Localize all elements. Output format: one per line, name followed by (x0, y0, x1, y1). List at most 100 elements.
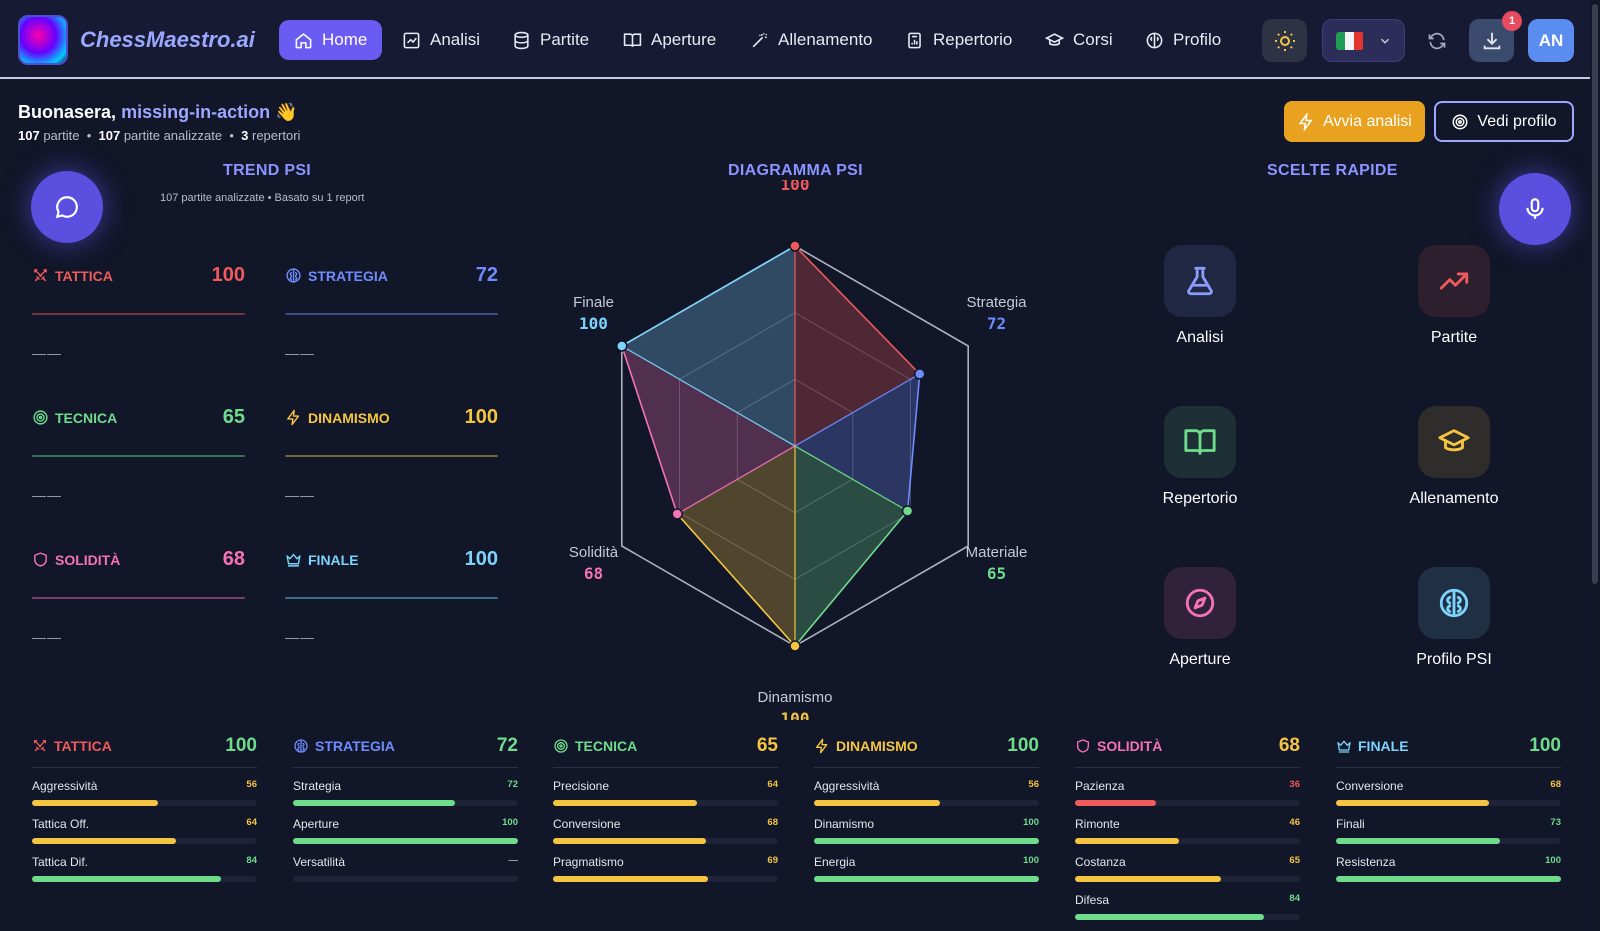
bolt-icon (287, 409, 300, 426)
metric-bar-fill (32, 876, 221, 882)
theme-toggle-button[interactable] (1262, 19, 1307, 62)
metric-bar-track (293, 876, 518, 882)
brain-icon (294, 739, 308, 753)
view-profile-button[interactable]: Vedi profilo (1434, 101, 1574, 142)
downloads-button[interactable]: 1 (1469, 11, 1522, 62)
metric-bar-fill (814, 800, 940, 806)
category-score: 100 (1007, 735, 1039, 756)
trend-card-strategia: STRATEGIA 72 —— (285, 264, 498, 384)
metric-value: 56 (1028, 779, 1039, 790)
metric-label: Pazienza (1075, 779, 1125, 793)
scrollbar-thumb[interactable] (1592, 4, 1598, 584)
nav-analisi[interactable]: Analisi (387, 20, 495, 60)
start-analysis-button[interactable]: Avvia analisi (1284, 101, 1425, 142)
start-analysis-label: Avvia analisi (1323, 112, 1412, 130)
quick-action-profilo-psi[interactable]: Profilo PSI (1384, 567, 1524, 669)
refresh-button[interactable] (1420, 19, 1454, 62)
radar-spoke (794, 373, 921, 447)
quick-action-tile[interactable] (1418, 567, 1490, 639)
nav-aperture[interactable]: Aperture (608, 20, 731, 60)
quick-action-aperture[interactable]: Aperture (1130, 567, 1270, 669)
avatar[interactable]: AN (1528, 19, 1574, 62)
category-name: SOLIDITÀ (1097, 738, 1163, 754)
radar-spoke (676, 445, 796, 515)
logo[interactable] (18, 15, 68, 65)
radar-edge (794, 245, 921, 375)
nav-allenamento[interactable]: Allenamento (735, 20, 888, 60)
metric-row: Costanza 65 (1075, 855, 1300, 882)
radar-point-solidità (671, 508, 683, 520)
category-name: TATTICA (54, 738, 112, 754)
trend-sparkline (32, 455, 245, 457)
category-name: TECNICA (575, 738, 638, 754)
scrollbar[interactable] (1590, 0, 1600, 931)
target-icon (554, 739, 568, 753)
category-score: 72 (496, 735, 518, 756)
quick-action-tile[interactable] (1418, 245, 1490, 317)
quick-action-tile[interactable] (1164, 406, 1236, 478)
nav-home[interactable]: Home (279, 20, 383, 60)
voice-button[interactable] (1499, 173, 1571, 245)
quick-action-tile[interactable] (1164, 567, 1236, 639)
metric-bar-fill (1336, 838, 1501, 844)
metric-value: 100 (1545, 855, 1561, 866)
radar-axis-label: Solidità (569, 544, 619, 561)
trending-up-icon (1439, 272, 1469, 290)
metric-label: Strategia (293, 779, 342, 793)
brand-name[interactable]: ChessMaestro.ai (80, 27, 255, 52)
radar-axis-value: 68 (584, 564, 603, 583)
quick-action-repertorio[interactable]: Repertorio (1130, 406, 1270, 508)
chevron-down-icon (1380, 38, 1389, 44)
metric-label: Aggressività (32, 779, 98, 793)
flask-icon (1187, 266, 1213, 296)
metric-label: Pragmatismo (553, 855, 624, 869)
brain-icon (1146, 32, 1163, 48)
metric-row: Aggressività 56 (32, 779, 257, 806)
metric-label: Dinamismo (814, 817, 875, 831)
category-card-strategia: STRATEGIA 72 Strategia 72 Aperture 100 Versati… (293, 735, 518, 882)
metric-label: Conversione (553, 817, 621, 831)
metric-row: Tattica Dif. 84 (32, 855, 257, 882)
nav-partite[interactable]: Partite (497, 20, 604, 60)
quick-action-tile[interactable] (1418, 406, 1490, 478)
trend-card-tattica: TATTICA 100 —— (32, 264, 245, 384)
category-score: 65 (756, 735, 778, 756)
trend-empty-placeholder: —— (285, 345, 315, 361)
book-icon (623, 32, 642, 47)
nav-corsi[interactable]: Corsi (1030, 20, 1128, 60)
metric-value: — (508, 855, 519, 866)
metric-row: Conversione 68 (553, 817, 778, 844)
metric-label: Versatilità (293, 855, 346, 869)
metric-label: Conversione (1336, 779, 1404, 793)
nav-profilo[interactable]: Profilo (1130, 20, 1236, 60)
quick-action-tile[interactable] (1164, 245, 1236, 317)
greeting-username[interactable]: missing-in-action (121, 102, 271, 122)
report-icon (908, 32, 921, 48)
nav-repertorio[interactable]: Repertorio (890, 20, 1027, 60)
shield-icon (1077, 739, 1089, 753)
quick-actions-title: SCELTE RAPIDE (1267, 162, 1398, 179)
category-card-tecnica: TECNICA 65 Precisione 64 Conversione 68 Pragma… (553, 735, 778, 882)
metric-value: 69 (767, 855, 778, 866)
metric-bar-track (32, 838, 257, 844)
wand-icon (752, 32, 768, 47)
metric-bar-fill (553, 876, 709, 882)
metric-row: Precisione 64 (553, 779, 778, 806)
bolt-icon (816, 738, 828, 754)
metric-bar-fill (1336, 876, 1561, 882)
nav-partite-label: Partite (540, 30, 590, 49)
metric-row: Difesa 84 (1075, 893, 1300, 920)
trend-card-name: FINALE (308, 551, 359, 568)
quick-action-partite[interactable]: Partite (1384, 245, 1524, 347)
radar-sector (677, 446, 795, 646)
language-select[interactable] (1322, 19, 1405, 62)
quick-action-allenamento[interactable]: Allenamento (1384, 406, 1524, 508)
stat-separator: • (86, 128, 92, 143)
target-icon (33, 410, 48, 425)
metric-value: 84 (246, 855, 257, 866)
metric-label: Tattica Off. (32, 817, 90, 831)
quick-action-analisi[interactable]: Analisi (1130, 245, 1270, 347)
trend-card-dinamismo: DINAMISMO 100 —— (285, 406, 498, 526)
chat-button[interactable] (31, 171, 103, 243)
metric-bar-fill (1075, 800, 1156, 806)
